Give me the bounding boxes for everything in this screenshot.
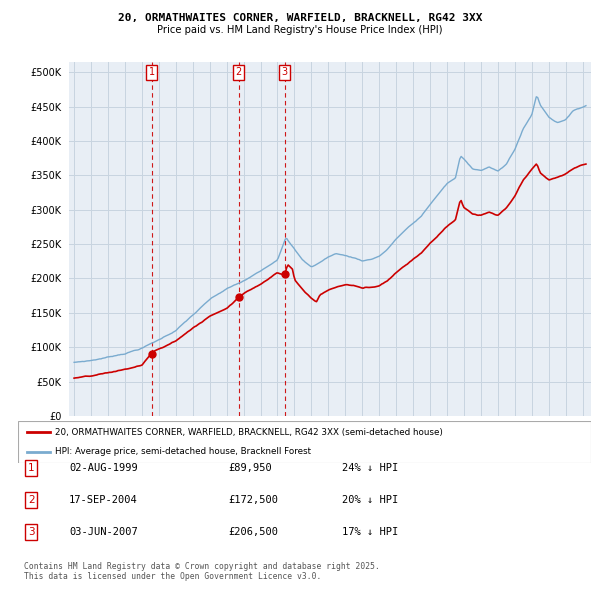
Text: 24% ↓ HPI: 24% ↓ HPI [342, 463, 398, 473]
Text: £206,500: £206,500 [228, 527, 278, 537]
Text: Price paid vs. HM Land Registry's House Price Index (HPI): Price paid vs. HM Land Registry's House … [157, 25, 443, 35]
FancyBboxPatch shape [18, 421, 591, 463]
Text: 20, ORMATHWAITES CORNER, WARFIELD, BRACKNELL, RG42 3XX: 20, ORMATHWAITES CORNER, WARFIELD, BRACK… [118, 13, 482, 23]
Text: 1: 1 [28, 463, 35, 473]
Text: 03-JUN-2007: 03-JUN-2007 [69, 527, 138, 537]
Text: 17-SEP-2004: 17-SEP-2004 [69, 495, 138, 504]
Text: 1: 1 [149, 67, 155, 77]
Text: £89,950: £89,950 [228, 463, 272, 473]
Text: 3: 3 [28, 527, 35, 537]
Text: 3: 3 [281, 67, 287, 77]
Text: 02-AUG-1999: 02-AUG-1999 [69, 463, 138, 473]
Text: 17% ↓ HPI: 17% ↓ HPI [342, 527, 398, 537]
Text: 2: 2 [28, 495, 35, 504]
Text: £172,500: £172,500 [228, 495, 278, 504]
Text: HPI: Average price, semi-detached house, Bracknell Forest: HPI: Average price, semi-detached house,… [55, 447, 311, 456]
Text: 2: 2 [235, 67, 242, 77]
Text: 20% ↓ HPI: 20% ↓ HPI [342, 495, 398, 504]
Text: 20, ORMATHWAITES CORNER, WARFIELD, BRACKNELL, RG42 3XX (semi-detached house): 20, ORMATHWAITES CORNER, WARFIELD, BRACK… [55, 428, 443, 437]
Text: Contains HM Land Registry data © Crown copyright and database right 2025.
This d: Contains HM Land Registry data © Crown c… [24, 562, 380, 581]
